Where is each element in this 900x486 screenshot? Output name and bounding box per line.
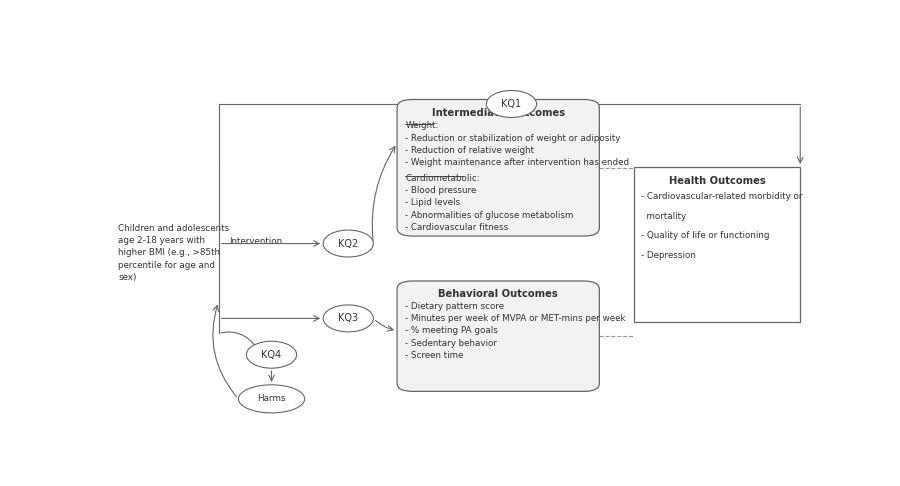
Circle shape	[323, 230, 373, 257]
Text: Weight:: Weight:	[405, 121, 439, 130]
Text: mortality: mortality	[641, 212, 687, 221]
Ellipse shape	[238, 385, 305, 413]
Circle shape	[247, 341, 297, 368]
Text: - Blood pressure: - Blood pressure	[405, 186, 477, 195]
Text: - Reduction of relative weight: - Reduction of relative weight	[405, 146, 535, 155]
Text: Intermediate Outcomes: Intermediate Outcomes	[432, 108, 565, 118]
Text: Behavioral Outcomes: Behavioral Outcomes	[438, 289, 558, 299]
Text: - Abnormalities of glucose metabolism: - Abnormalities of glucose metabolism	[405, 210, 574, 220]
Text: - Cardiovascular-related morbidity or: - Cardiovascular-related morbidity or	[641, 192, 803, 201]
Text: - Sedentary behavior: - Sedentary behavior	[405, 339, 498, 347]
Text: - % meeting PA goals: - % meeting PA goals	[405, 326, 499, 335]
FancyBboxPatch shape	[397, 100, 599, 236]
Text: - Depression: - Depression	[641, 251, 696, 260]
Text: KQ2: KQ2	[338, 239, 358, 248]
Text: Harms: Harms	[257, 394, 286, 403]
Text: KQ3: KQ3	[338, 313, 358, 323]
Text: Children and adolescents
age 2-18 years with
higher BMI (e.g., >85th
percentile : Children and adolescents age 2-18 years …	[118, 224, 230, 282]
Text: Intervention: Intervention	[229, 237, 282, 246]
Text: - Lipid levels: - Lipid levels	[405, 198, 461, 207]
Text: - Reduction or stabilization of weight or adiposity: - Reduction or stabilization of weight o…	[405, 134, 621, 142]
Text: - Minutes per week of MVPA or MET-mins per week: - Minutes per week of MVPA or MET-mins p…	[405, 314, 626, 323]
Text: - Dietary pattern score: - Dietary pattern score	[405, 301, 505, 311]
FancyBboxPatch shape	[397, 281, 599, 391]
Text: - Quality of life or functioning: - Quality of life or functioning	[641, 231, 770, 240]
Text: KQ1: KQ1	[501, 99, 521, 109]
Circle shape	[486, 90, 536, 118]
Bar	[634, 167, 800, 322]
Text: - Screen time: - Screen time	[405, 351, 464, 360]
Text: Health Outcomes: Health Outcomes	[669, 176, 766, 186]
Text: KQ4: KQ4	[262, 350, 282, 360]
Circle shape	[323, 305, 373, 332]
Text: - Weight maintenance after intervention has ended: - Weight maintenance after intervention …	[405, 158, 630, 167]
Text: - Cardiovascular fitness: - Cardiovascular fitness	[405, 223, 508, 232]
Text: Cardiometabolic:: Cardiometabolic:	[405, 174, 480, 183]
